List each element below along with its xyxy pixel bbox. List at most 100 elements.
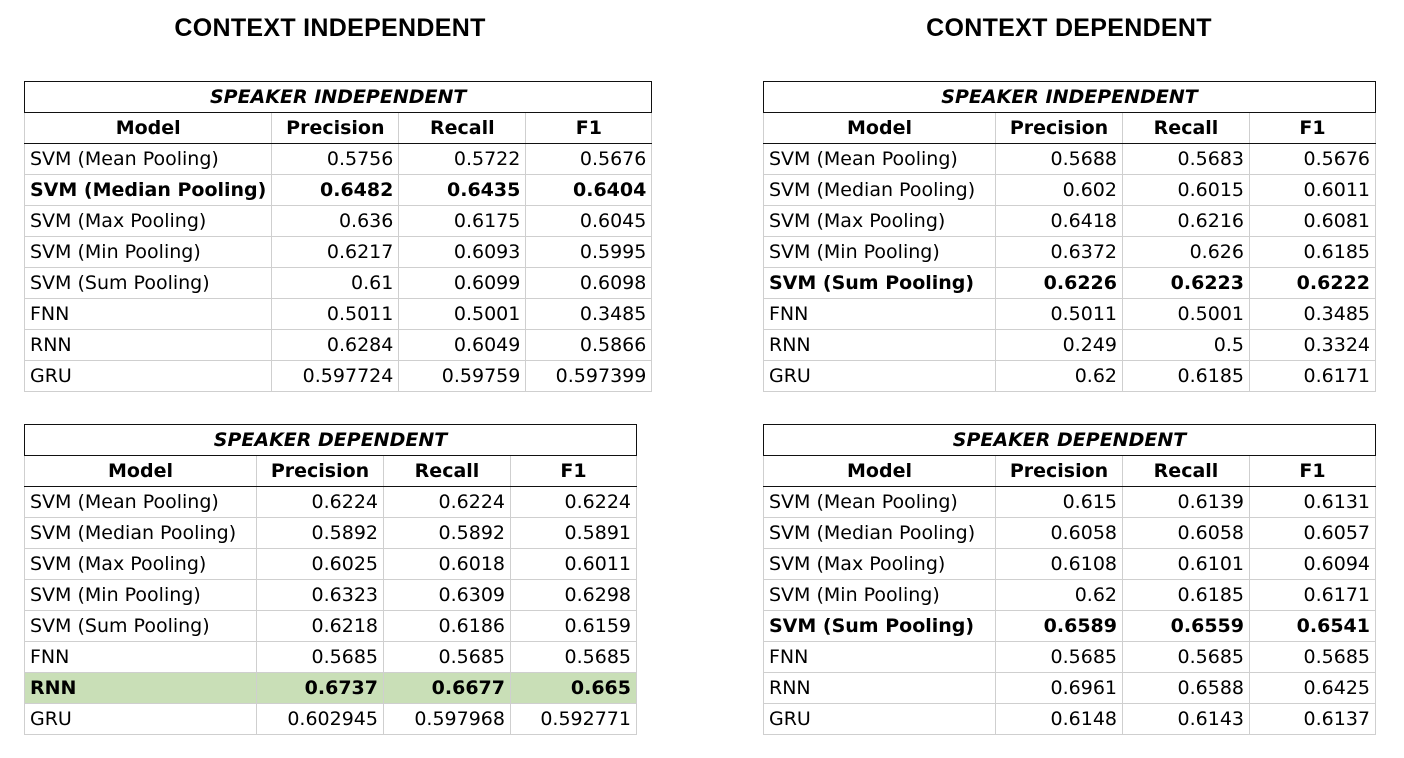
table-row: SVM (Median Pooling) 0.5892 0.5892 0.5891: [24, 517, 637, 549]
model-cell: SVM (Sum Pooling): [24, 610, 257, 642]
recall-cell: 0.59759: [398, 360, 527, 392]
model-cell: SVM (Max Pooling): [763, 548, 996, 580]
precision-cell: 0.5011: [271, 298, 400, 330]
precision-cell: 0.6482: [271, 174, 400, 206]
recall-cell: 0.6677: [383, 672, 511, 704]
f1-cell: 0.6011: [1249, 174, 1376, 206]
table-row: FNN 0.5011 0.5001 0.3485: [23, 298, 653, 330]
precision-cell: 0.6218: [256, 610, 384, 642]
table-header-row: Model Precision Recall F1: [763, 455, 1376, 487]
table-row: SVM (Min Pooling) 0.6217 0.6093 0.5995: [23, 236, 653, 268]
cd-speaker-independent-table: SPEAKER INDEPENDENT Model Precision Recall F…: [763, 81, 1376, 392]
model-cell: GRU: [24, 703, 257, 735]
table-row: SVM (Sum Pooling) 0.6218 0.6186 0.6159: [24, 610, 637, 642]
model-cell: SVM (Max Pooling): [23, 205, 273, 237]
recall-cell: 0.6049: [398, 329, 527, 361]
table-caption-row: SPEAKER INDEPENDENT: [763, 81, 1376, 113]
table-row: SVM (Median Pooling) 0.6482 0.6435 0.6404: [23, 174, 653, 206]
f1-cell: 0.5685: [510, 641, 637, 673]
column-header: Precision: [256, 455, 384, 487]
recall-cell: 0.6015: [1122, 174, 1250, 206]
model-cell: SVM (Max Pooling): [24, 548, 257, 580]
model-cell: SVM (Mean Pooling): [763, 143, 996, 175]
table-caption: SPEAKER INDEPENDENT: [763, 81, 1376, 113]
f1-cell: 0.5685: [1249, 641, 1376, 673]
f1-cell: 0.5995: [525, 236, 653, 268]
precision-cell: 0.5756: [271, 143, 400, 175]
table-caption-row: SPEAKER DEPENDENT: [763, 424, 1376, 456]
ci-speaker-dependent-table: SPEAKER DEPENDENT Model Precision Recall F1 S…: [24, 424, 637, 735]
f1-cell: 0.6171: [1249, 579, 1376, 611]
model-cell: RNN: [24, 672, 257, 704]
precision-cell: 0.5685: [995, 641, 1123, 673]
recall-cell: 0.6139: [1122, 486, 1250, 518]
model-cell: GRU: [763, 703, 996, 735]
recall-cell: 0.6018: [383, 548, 511, 580]
column-header: Model: [763, 112, 996, 144]
f1-cell: 0.6011: [510, 548, 637, 580]
model-cell: SVM (Mean Pooling): [763, 486, 996, 518]
recall-cell: 0.6435: [398, 174, 527, 206]
recall-cell: 0.6185: [1122, 360, 1250, 392]
f1-cell: 0.3485: [525, 298, 653, 330]
column-header: F1: [1249, 112, 1376, 144]
f1-cell: 0.3324: [1249, 329, 1376, 361]
model-cell: RNN: [23, 329, 273, 361]
column-header: Model: [24, 455, 257, 487]
table-caption: SPEAKER INDEPENDENT: [23, 81, 653, 113]
precision-cell: 0.6323: [256, 579, 384, 611]
recall-cell: 0.5001: [1122, 298, 1250, 330]
column-header: F1: [1249, 455, 1376, 487]
f1-cell: 0.5866: [525, 329, 653, 361]
recall-cell: 0.6223: [1122, 267, 1250, 299]
f1-cell: 0.6045: [525, 205, 653, 237]
model-cell: FNN: [24, 641, 257, 673]
model-cell: FNN: [23, 298, 273, 330]
table-row: FNN 0.5011 0.5001 0.3485: [763, 298, 1376, 330]
f1-cell: 0.6541: [1249, 610, 1376, 642]
f1-cell: 0.6185: [1249, 236, 1376, 268]
precision-cell: 0.6226: [995, 267, 1123, 299]
precision-cell: 0.6737: [256, 672, 384, 704]
precision-cell: 0.6418: [995, 205, 1123, 237]
cd-speaker-dependent-table: SPEAKER DEPENDENT Model Precision Recall F1 S…: [763, 424, 1376, 735]
f1-cell: 0.6081: [1249, 205, 1376, 237]
model-cell: SVM (Min Pooling): [763, 236, 996, 268]
precision-cell: 0.6217: [271, 236, 400, 268]
f1-cell: 0.5891: [510, 517, 637, 549]
f1-cell: 0.6298: [510, 579, 637, 611]
f1-cell: 0.6057: [1249, 517, 1376, 549]
f1-cell: 0.6425: [1249, 672, 1376, 704]
f1-cell: 0.6098: [525, 267, 653, 299]
precision-cell: 0.6224: [256, 486, 384, 518]
f1-cell: 0.6131: [1249, 486, 1376, 518]
precision-cell: 0.6148: [995, 703, 1123, 735]
model-cell: SVM (Sum Pooling): [763, 610, 996, 642]
table-row: SVM (Sum Pooling) 0.61 0.6099 0.6098: [23, 267, 653, 299]
f1-cell: 0.6171: [1249, 360, 1376, 392]
recall-cell: 0.6186: [383, 610, 511, 642]
table-header-row: Model Precision Recall F1: [24, 455, 637, 487]
recall-cell: 0.6101: [1122, 548, 1250, 580]
f1-cell: 0.6094: [1249, 548, 1376, 580]
precision-cell: 0.615: [995, 486, 1123, 518]
model-cell: SVM (Min Pooling): [763, 579, 996, 611]
f1-cell: 0.592771: [510, 703, 637, 735]
column-header: Model: [23, 112, 273, 144]
model-cell: SVM (Min Pooling): [24, 579, 257, 611]
f1-cell: 0.5676: [1249, 143, 1376, 175]
recall-cell: 0.597968: [383, 703, 511, 735]
recall-cell: 0.626: [1122, 236, 1250, 268]
model-cell: SVM (Mean Pooling): [24, 486, 257, 518]
model-cell: SVM (Mean Pooling): [23, 143, 273, 175]
table-row: RNN 0.6284 0.6049 0.5866: [23, 329, 653, 361]
f1-cell: 0.3485: [1249, 298, 1376, 330]
precision-cell: 0.602: [995, 174, 1123, 206]
table-row: SVM (Max Pooling) 0.6418 0.6216 0.6081: [763, 205, 1376, 237]
precision-cell: 0.62: [995, 579, 1123, 611]
column-header: Precision: [271, 112, 400, 144]
table-row: FNN 0.5685 0.5685 0.5685: [24, 641, 637, 673]
precision-cell: 0.6589: [995, 610, 1123, 642]
column-header: F1: [510, 455, 637, 487]
recall-cell: 0.6224: [383, 486, 511, 518]
